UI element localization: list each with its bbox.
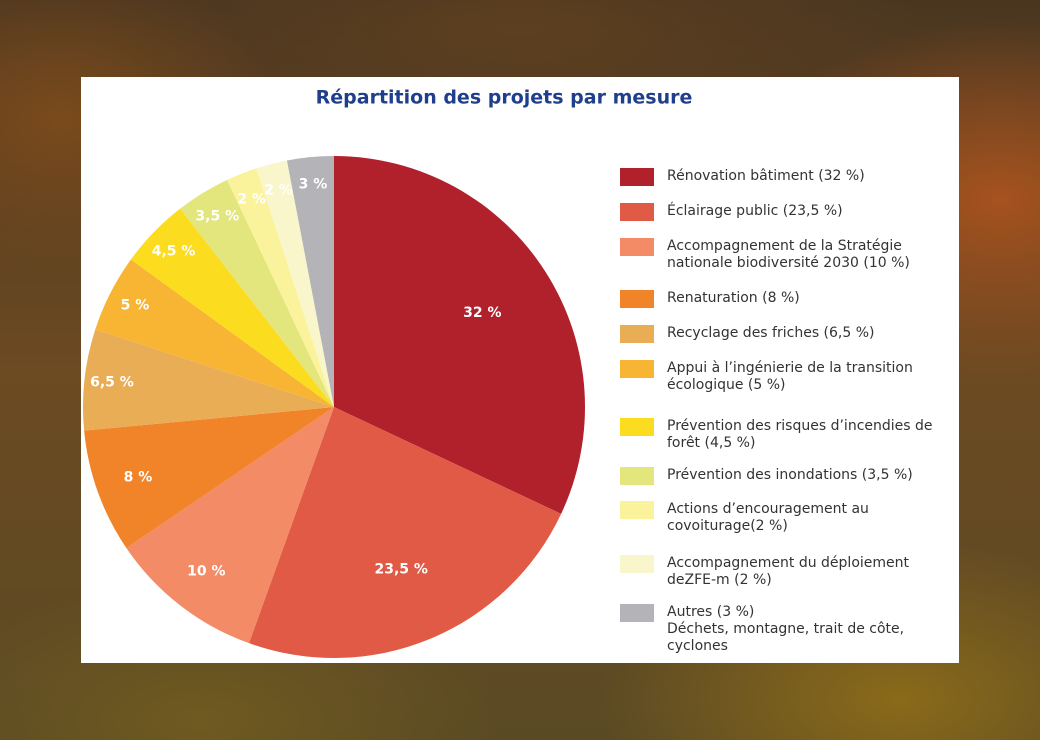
legend-item: Accompagnement du déploiement deZFE-m (2… — [620, 555, 952, 589]
slice-label: 3 % — [299, 177, 328, 193]
legend-swatch — [620, 418, 654, 436]
legend-item: Éclairage public (23,5 %) — [620, 203, 952, 221]
legend-swatch — [620, 290, 654, 308]
legend-swatch — [620, 238, 654, 256]
pie-slice — [227, 168, 334, 407]
slice-label: 3,5 % — [195, 209, 239, 225]
legend-item: Actions d’encouragement au covoiturage(2… — [620, 501, 952, 535]
legend-swatch — [620, 360, 654, 378]
slice-label: 8 % — [124, 470, 153, 486]
slice-label: 23,5 % — [375, 561, 428, 577]
legend-item: Appui à l’ingénierie de la transition éc… — [620, 360, 952, 394]
pie-slice — [286, 156, 334, 407]
legend-label: Actions d’encouragement au covoiturage(2… — [667, 501, 869, 534]
legend-label: Prévention des risques d’incendies de fo… — [667, 418, 933, 451]
legend-label: Appui à l’ingénierie de la transition éc… — [667, 360, 913, 393]
legend-label: Prévention des inondations (3,5 %) — [667, 467, 913, 483]
slice-label: 5 % — [121, 298, 150, 314]
legend-label: Renaturation (8 %) — [667, 290, 800, 306]
legend-swatch — [620, 501, 654, 519]
legend-item: Prévention des inondations (3,5 %) — [620, 467, 952, 485]
legend-swatch — [620, 604, 654, 622]
legend-item: Autres (3 %) Déchets, montagne, trait de… — [620, 604, 952, 655]
pie-slice — [83, 329, 334, 431]
chart-title: Répartition des projets par mesure — [316, 87, 693, 109]
slice-label: 10 % — [187, 564, 225, 580]
legend-item: Recyclage des friches (6,5 %) — [620, 325, 952, 343]
legend-label: Éclairage public (23,5 %) — [667, 203, 843, 219]
slice-label: 4,5 % — [152, 244, 196, 260]
pie-slice — [180, 179, 334, 407]
legend-label: Autres (3 %) Déchets, montagne, trait de… — [667, 604, 905, 654]
legend-swatch — [620, 168, 654, 186]
legend-label: Recyclage des friches (6,5 %) — [667, 325, 875, 341]
legend-item: Accompagnement de la Stratégie nationale… — [620, 238, 952, 272]
legend-swatch — [620, 203, 654, 221]
pie-slice — [126, 407, 335, 644]
slice-label: 32 % — [463, 305, 501, 321]
legend-item: Rénovation bâtiment (32 %) — [620, 168, 952, 186]
legend-swatch — [620, 467, 654, 485]
pie-slice — [130, 208, 334, 407]
slice-label: 6,5 % — [90, 374, 134, 390]
legend-label: Accompagnement de la Stratégie nationale… — [667, 238, 910, 271]
slice-label: 2 % — [237, 191, 266, 207]
pie-slice — [334, 156, 585, 514]
pie-slice — [248, 407, 562, 659]
legend-label: Rénovation bâtiment (32 %) — [667, 168, 865, 184]
legend-swatch — [620, 325, 654, 343]
pie-slice — [256, 160, 334, 407]
slice-label: 2 % — [264, 183, 293, 199]
pie-slice — [95, 259, 334, 407]
legend-label: Accompagnement du déploiement deZFE-m (2… — [667, 555, 909, 588]
pie-slice — [84, 407, 334, 549]
legend-swatch — [620, 555, 654, 573]
legend-item: Renaturation (8 %) — [620, 290, 952, 308]
legend-item: Prévention des risques d’incendies de fo… — [620, 418, 952, 452]
